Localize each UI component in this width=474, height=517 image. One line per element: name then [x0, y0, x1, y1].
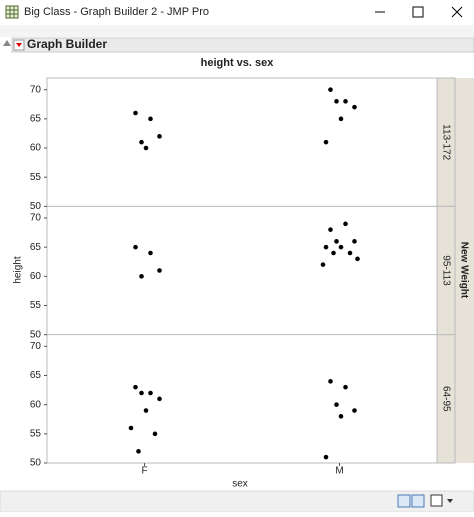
- point: [355, 256, 360, 262]
- point: [323, 454, 329, 460]
- point: [328, 87, 333, 92]
- x-axis-label: sex: [232, 479, 248, 490]
- y-tick-label: 70: [30, 213, 42, 224]
- status-icon[interactable]: [411, 494, 425, 508]
- point: [347, 250, 353, 256]
- facet-title-strip: [455, 78, 474, 463]
- y-tick-label: 50: [30, 201, 42, 212]
- point: [143, 408, 149, 413]
- facet-title: New Weight: [458, 242, 469, 299]
- toolbar-strip: [0, 25, 474, 37]
- point: [148, 116, 153, 122]
- point: [148, 250, 153, 256]
- y-tick-label: 70: [30, 84, 42, 95]
- point: [133, 384, 138, 390]
- point: [338, 116, 344, 122]
- panel-label: 113-172: [440, 124, 451, 160]
- point: [338, 414, 344, 419]
- point: [343, 384, 348, 390]
- chart-title: height vs. sex: [201, 57, 275, 69]
- point: [133, 244, 138, 250]
- title-bar: [0, 0, 474, 25]
- y-tick-label: 50: [30, 329, 42, 340]
- window-title: Big Class - Graph Builder 2 - JMP Pro: [24, 6, 209, 18]
- point: [323, 244, 329, 250]
- point: [338, 244, 344, 250]
- status-icon[interactable]: [397, 494, 411, 508]
- point: [157, 134, 162, 139]
- close[interactable]: [451, 6, 463, 18]
- point: [352, 239, 357, 244]
- point: [331, 250, 336, 256]
- point: [352, 104, 357, 110]
- status-box[interactable]: [430, 494, 443, 507]
- point: [343, 221, 348, 227]
- point: [334, 402, 339, 407]
- point: [320, 262, 326, 267]
- status-dropdown[interactable]: [447, 499, 453, 503]
- maximize[interactable]: [412, 6, 424, 18]
- point: [323, 139, 329, 145]
- y-axis-label: height: [13, 256, 24, 283]
- y-tick-label: 65: [30, 242, 42, 253]
- y-tick-label: 65: [30, 113, 42, 124]
- point: [139, 274, 144, 279]
- y-tick-label: 60: [30, 399, 42, 410]
- outline-header: [11, 37, 474, 53]
- point: [128, 425, 134, 431]
- y-tick-label: 55: [30, 172, 42, 183]
- point: [352, 408, 357, 413]
- point: [139, 139, 144, 145]
- app-icon: [5, 5, 19, 19]
- point: [148, 390, 153, 396]
- panel-strip: [436, 334, 456, 464]
- x-tick-label: F: [141, 466, 147, 477]
- outline-title: Graph Builder: [27, 37, 107, 51]
- y-tick-label: 50: [30, 458, 42, 469]
- point: [157, 396, 162, 402]
- point: [328, 379, 333, 384]
- app-icon-grid: [6, 6, 18, 18]
- x-tick-label: M: [335, 466, 343, 477]
- y-tick-label: 70: [30, 341, 42, 352]
- point: [133, 110, 138, 116]
- point: [328, 227, 333, 232]
- point: [343, 99, 348, 104]
- point: [157, 268, 162, 273]
- y-tick-label: 55: [30, 428, 42, 439]
- point: [143, 145, 149, 151]
- panel-label: 95-113: [440, 255, 451, 286]
- point: [334, 239, 339, 244]
- point: [139, 390, 144, 396]
- point: [152, 431, 158, 437]
- panel-label: 64-95: [440, 386, 451, 412]
- point: [334, 99, 339, 104]
- y-tick-label: 60: [30, 143, 42, 154]
- point: [136, 449, 141, 454]
- y-tick-label: 65: [30, 370, 42, 381]
- y-tick-label: 60: [30, 271, 42, 282]
- y-tick-label: 55: [30, 300, 42, 311]
- red-triangle[interactable]: [16, 43, 22, 47]
- outline-toggle[interactable]: [3, 40, 11, 46]
